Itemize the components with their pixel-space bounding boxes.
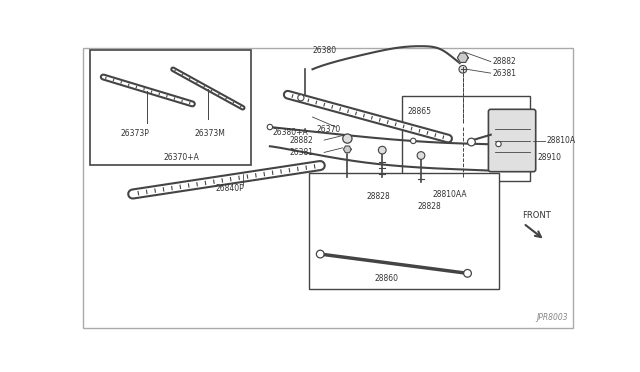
- Text: 26373P: 26373P: [120, 129, 149, 138]
- Text: 28828: 28828: [367, 192, 390, 201]
- Text: JPR8003: JPR8003: [536, 313, 568, 322]
- Text: 28860: 28860: [374, 274, 399, 283]
- Circle shape: [496, 141, 501, 147]
- Text: 28828: 28828: [417, 202, 441, 211]
- Circle shape: [463, 269, 472, 277]
- Circle shape: [417, 152, 425, 159]
- Circle shape: [467, 138, 476, 146]
- Polygon shape: [458, 53, 468, 62]
- Text: 26380: 26380: [312, 45, 337, 55]
- Text: 28810A: 28810A: [547, 136, 575, 145]
- Text: FRONT: FRONT: [522, 211, 550, 220]
- Text: 28810AA: 28810AA: [433, 189, 467, 199]
- Bar: [90, 50, 251, 165]
- Text: 26373M: 26373M: [195, 129, 225, 138]
- Text: 28865: 28865: [407, 107, 431, 116]
- Circle shape: [267, 124, 273, 130]
- Circle shape: [459, 65, 467, 73]
- Text: 26840P: 26840P: [216, 184, 244, 193]
- Polygon shape: [344, 146, 351, 153]
- Circle shape: [410, 138, 416, 144]
- Circle shape: [343, 134, 352, 143]
- Text: 26381: 26381: [492, 68, 516, 78]
- Circle shape: [298, 95, 304, 101]
- Circle shape: [316, 250, 324, 258]
- Text: 26370: 26370: [316, 125, 340, 134]
- Text: 26381: 26381: [289, 148, 313, 157]
- Circle shape: [378, 146, 386, 154]
- FancyBboxPatch shape: [488, 109, 536, 172]
- Text: 28910: 28910: [537, 153, 561, 162]
- Bar: [308, 173, 499, 289]
- Text: 26380+A: 26380+A: [272, 128, 308, 137]
- Text: 26370+A: 26370+A: [164, 153, 200, 162]
- Text: 28882: 28882: [289, 136, 313, 145]
- Bar: [402, 96, 529, 181]
- Text: 28882: 28882: [492, 57, 516, 66]
